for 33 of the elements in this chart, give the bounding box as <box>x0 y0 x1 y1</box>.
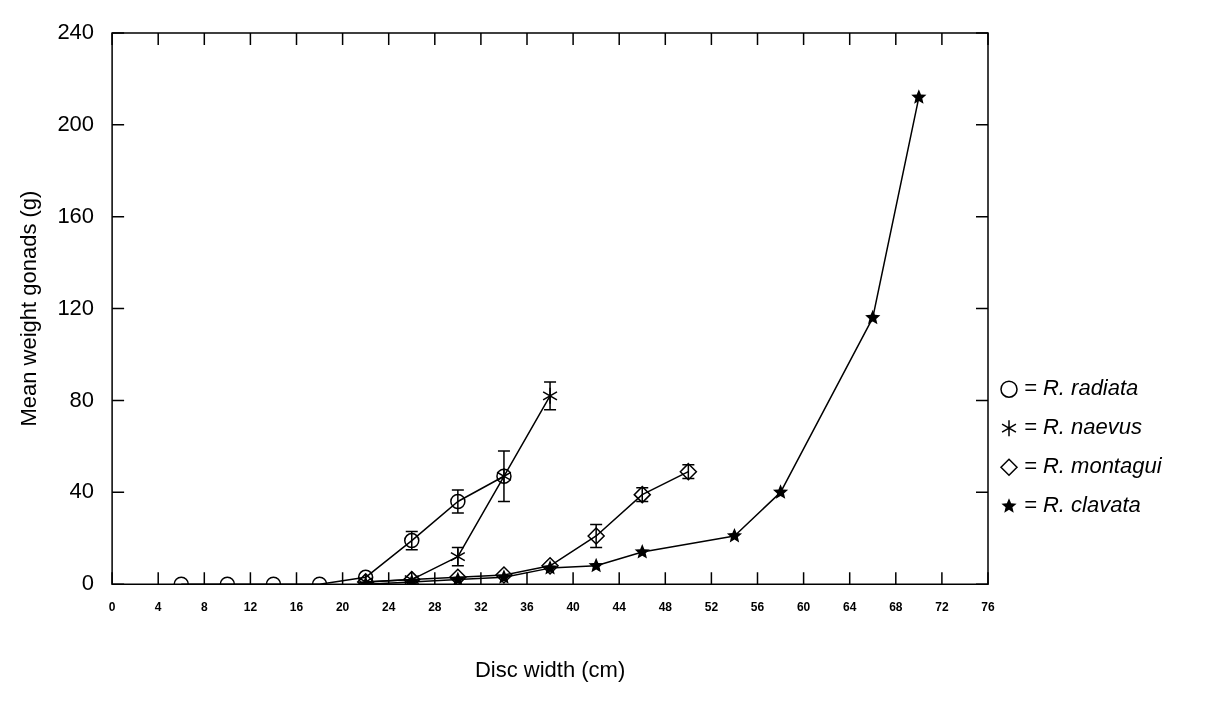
x-tick-label: 12 <box>243 599 258 614</box>
y-tick-label: 80 <box>69 386 95 412</box>
y-tick-label: 240 <box>57 19 95 45</box>
y-axis-title: Mean weight gonads (g) <box>16 190 42 427</box>
legend-label: = R. clavata <box>1024 492 1141 518</box>
x-tick-label: 16 <box>289 599 304 614</box>
x-tick-label: 56 <box>750 599 765 614</box>
y-tick-label: 160 <box>57 202 95 228</box>
y-tick-label: 200 <box>57 110 95 136</box>
y-tick-label: 120 <box>57 294 95 320</box>
x-tick-label: 20 <box>335 599 350 614</box>
x-tick-label: 60 <box>796 599 811 614</box>
x-tick-label: 8 <box>200 599 208 614</box>
x-tick-label: 64 <box>843 599 857 614</box>
x-tick-label: 40 <box>566 599 581 614</box>
x-tick-label: 52 <box>704 599 719 614</box>
y-tick-label: 40 <box>69 478 95 504</box>
x-tick-label: 32 <box>474 599 488 614</box>
x-tick-label: 76 <box>981 599 995 614</box>
x-tick-label: 24 <box>382 599 396 614</box>
x-tick-label: 4 <box>154 599 162 614</box>
legend-label: = R. naevus <box>1024 414 1143 440</box>
y-tick-label: 0 <box>81 570 95 596</box>
legend-label: = R. radiata <box>1024 375 1139 401</box>
x-tick-label: 0 <box>108 599 116 614</box>
x-tick-label: 48 <box>658 599 673 614</box>
x-tick-label: 28 <box>428 599 442 614</box>
x-tick-label: 68 <box>889 599 903 614</box>
x-tick-label: 72 <box>935 599 949 614</box>
x-tick-label: 36 <box>520 599 534 614</box>
legend-label: = R. montagui <box>1024 453 1163 479</box>
x-axis-title: Disc width (cm) <box>474 656 626 682</box>
x-tick-label: 44 <box>612 599 627 614</box>
